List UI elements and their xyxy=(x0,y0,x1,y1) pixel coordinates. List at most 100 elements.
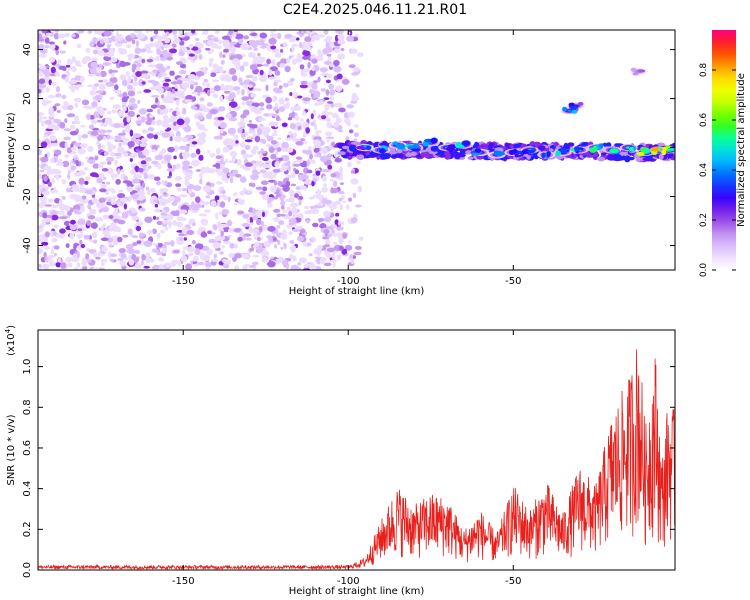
noise-speckle xyxy=(157,87,164,94)
noise-speckle xyxy=(229,41,238,45)
noise-speckle xyxy=(331,233,339,237)
noise-speckle xyxy=(77,30,85,34)
noise-speckle xyxy=(220,230,224,237)
noise-speckle xyxy=(220,60,225,65)
noise-speckle xyxy=(233,32,237,38)
noise-speckle xyxy=(268,69,273,76)
noise-speckle xyxy=(97,30,103,36)
noise-speckle xyxy=(253,40,262,45)
noise-speckle xyxy=(48,44,56,50)
noise-speckle xyxy=(167,175,172,179)
noise-speckle xyxy=(234,134,238,141)
colorbar-tick-label: 0.8 xyxy=(699,63,709,78)
noise-speckle xyxy=(316,258,321,265)
noise-speckle xyxy=(262,63,270,67)
noise-speckle xyxy=(55,85,61,93)
noise-speckle xyxy=(93,111,100,118)
noise-speckle xyxy=(169,136,173,142)
noise-speckle xyxy=(324,250,331,257)
noise-speckle xyxy=(117,219,126,225)
noise-speckle xyxy=(112,238,119,246)
noise-speckle xyxy=(285,180,291,187)
noise-speckle xyxy=(126,248,136,254)
noise-speckle xyxy=(185,94,193,100)
signal-spot-detail xyxy=(422,141,430,147)
noise-speckle xyxy=(44,37,50,44)
noise-speckle xyxy=(195,243,204,250)
noise-speckle xyxy=(288,55,293,59)
noise-speckle xyxy=(314,123,317,131)
noise-speckle xyxy=(332,261,336,268)
noise-speckle xyxy=(61,179,67,185)
noise-speckle xyxy=(79,143,88,149)
noise-speckle xyxy=(291,207,298,214)
noise-speckle xyxy=(205,266,211,270)
noise-speckle xyxy=(250,93,257,98)
noise-speckle xyxy=(118,142,122,147)
noise-speckle xyxy=(156,104,160,108)
signal-spot-detail xyxy=(456,142,461,146)
noise-speckle xyxy=(280,58,288,65)
signal-speckle xyxy=(378,142,389,146)
noise-speckle xyxy=(273,81,278,87)
noise-speckle xyxy=(179,209,188,215)
noise-speckle xyxy=(127,75,132,83)
noise-speckle xyxy=(196,229,203,236)
noise-speckle xyxy=(95,72,102,77)
noise-speckle xyxy=(41,241,49,246)
noise-speckle xyxy=(66,147,73,154)
noise-speckle xyxy=(351,72,359,76)
noise-speckle xyxy=(289,189,295,197)
noise-speckle xyxy=(209,182,215,188)
noise-speckle xyxy=(108,215,114,219)
noise-speckle xyxy=(55,174,59,181)
noise-speckle xyxy=(98,173,105,179)
noise-speckle xyxy=(219,75,228,81)
noise-speckle xyxy=(164,96,173,103)
signal-spot-detail xyxy=(461,140,471,147)
noise-speckle xyxy=(222,241,231,244)
signal-spot-detail xyxy=(629,147,634,152)
noise-speckle xyxy=(76,64,83,67)
noise-speckle xyxy=(266,58,271,65)
noise-speckle xyxy=(213,253,218,259)
noise-speckle xyxy=(146,133,155,139)
noise-speckle xyxy=(164,37,171,44)
noise-speckle xyxy=(140,73,150,79)
noise-speckle xyxy=(80,187,86,192)
noise-speckle xyxy=(252,163,257,170)
noise-speckle xyxy=(105,156,115,162)
noise-speckle xyxy=(229,92,236,99)
noise-speckle xyxy=(99,161,106,166)
signal-speckle xyxy=(474,141,479,148)
noise-speckle xyxy=(217,39,222,45)
noise-speckle xyxy=(348,129,354,134)
noise-speckle xyxy=(147,64,156,68)
noise-speckle xyxy=(253,108,262,115)
noise-speckle xyxy=(298,199,302,206)
noise-speckle xyxy=(109,57,118,63)
noise-speckle xyxy=(196,132,204,138)
noise-speckle xyxy=(260,45,267,49)
noise-speckle xyxy=(59,121,66,129)
noise-speckle xyxy=(40,202,44,209)
noise-speckle xyxy=(249,247,255,252)
noise-speckle xyxy=(48,41,55,45)
noise-speckle xyxy=(284,65,291,73)
noise-speckle xyxy=(81,99,90,106)
noise-speckle xyxy=(190,260,195,265)
noise-speckle xyxy=(134,249,140,254)
noise-speckle xyxy=(195,71,205,77)
noise-speckle xyxy=(296,225,303,230)
noise-speckle xyxy=(138,108,147,115)
noise-speckle xyxy=(163,154,172,162)
noise-speckle xyxy=(85,253,90,260)
noise-speckle xyxy=(241,88,245,96)
noise-speckle xyxy=(277,137,282,140)
snr-background xyxy=(38,330,675,570)
noise-speckle xyxy=(49,142,59,147)
signal-spot xyxy=(568,110,571,112)
noise-speckle xyxy=(271,48,280,54)
noise-speckle xyxy=(77,148,86,155)
noise-speckle xyxy=(120,60,125,64)
